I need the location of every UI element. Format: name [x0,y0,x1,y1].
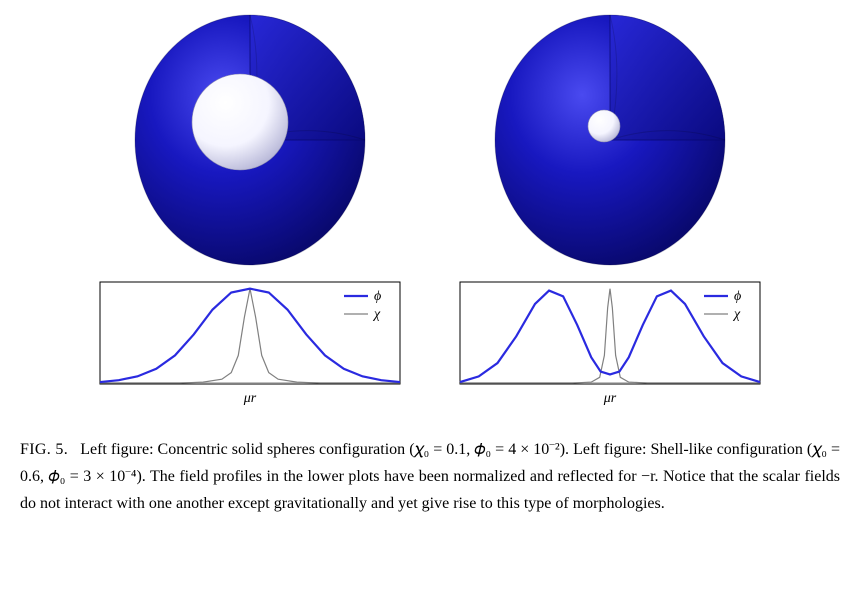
svg-text:χ: χ [732,307,741,322]
figure-caption: FIG. 5. Left figure: Concentric solid sp… [20,436,840,518]
figure-label: FIG. 5. [20,441,68,458]
sphere-right-svg [480,10,740,270]
figure-right-column: μr ϕχ [450,10,770,406]
plot-right: μr ϕχ [450,276,770,406]
svg-text:ϕ: ϕ [734,289,741,304]
svg-text:χ: χ [372,307,381,322]
sphere-left [110,10,390,270]
plot-right-svg: μr ϕχ [450,276,770,406]
sphere-right [470,10,750,270]
svg-text:ϕ: ϕ [374,289,381,304]
plot-left-svg: μr ϕχ [90,276,410,406]
plot-left: μr ϕχ [90,276,410,406]
sphere-left-svg [120,10,380,270]
figure-caption-text: Left figure: Concentric solid spheres co… [20,441,840,512]
svg-text:μr: μr [243,391,257,406]
figure-left-column: μr ϕχ [90,10,410,406]
figure-page: μrϕχ μrϕχ FIG. 5. Left figure: Concentri… [0,0,860,602]
figures-row: μrϕχ μrϕχ [20,10,840,406]
svg-text:μr: μr [603,391,617,406]
